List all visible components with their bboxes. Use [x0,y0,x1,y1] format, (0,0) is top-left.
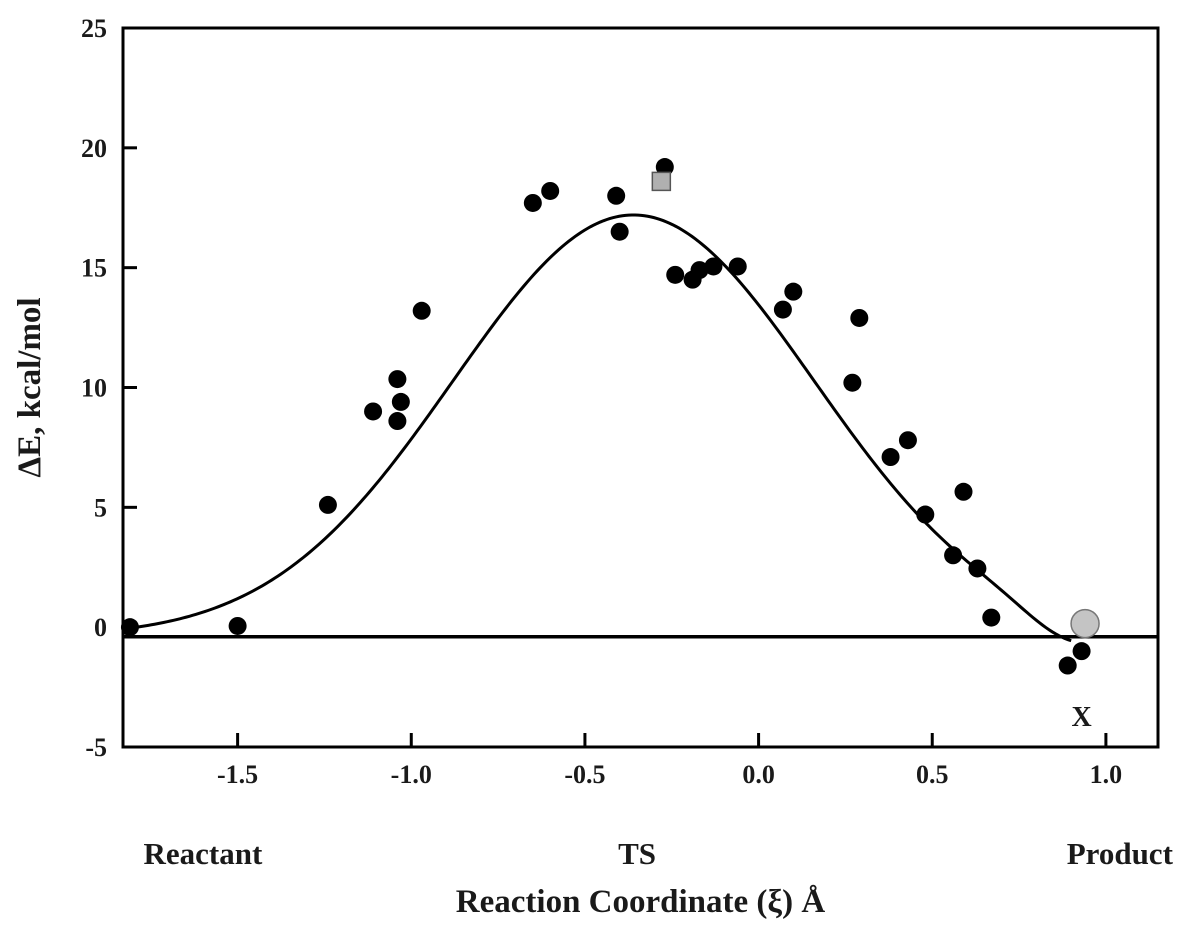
y-tick-label: 20 [81,134,107,163]
data-point [728,257,747,276]
data-point [120,618,139,637]
y-tick-label: 0 [94,613,107,642]
data-point [610,222,629,241]
data-point-large-circle [1070,608,1100,639]
x-tick-label: 1.0 [1090,760,1123,789]
data-point [655,158,674,177]
data-point [1058,656,1077,675]
region-label: Reactant [143,836,262,871]
data-point [881,448,900,467]
y-tick-label: -5 [85,733,107,762]
data-point [364,402,383,421]
y-tick-label: 10 [81,374,107,403]
data-point [541,181,560,200]
data-point [523,193,542,212]
data-point-square [651,171,672,192]
data-point [318,495,337,514]
data-point [898,431,917,450]
data-point [391,392,410,411]
data-point [704,257,723,276]
fit-curve [122,213,1072,643]
data-point [666,265,685,284]
data-point [412,301,431,320]
y-tick-label: 25 [81,14,107,43]
data-point [916,505,935,524]
data-point [228,616,247,635]
data-point [690,261,709,280]
data-point [388,412,407,431]
data-point [388,370,407,389]
data-point [1072,642,1091,661]
x-tick-label: -1.5 [217,760,258,789]
data-point [968,559,987,578]
x-axis-label: Reaction Coordinate (ξ) Å [456,884,826,920]
data-point [982,608,1001,627]
data-point [784,282,803,301]
plot-frame [121,26,1160,749]
region-label: TS [618,836,656,871]
y-axis-label: ΔE, kcal/mol [12,297,48,477]
x-tick-label: -1.0 [391,760,432,789]
x-tick-label: -0.5 [564,760,605,789]
y-tick-label: 5 [94,493,107,522]
y-tick-label: 15 [81,254,107,283]
data-point [843,373,862,392]
data-point [773,300,792,319]
data-point [850,308,869,327]
x-tick-label: 0.0 [742,760,775,789]
region-label: Product [1067,836,1174,871]
annotation-x: X [1071,702,1091,733]
data-point [607,186,626,205]
data-point [944,546,963,565]
x-tick-label: 0.5 [916,760,949,789]
data-point [954,482,973,501]
